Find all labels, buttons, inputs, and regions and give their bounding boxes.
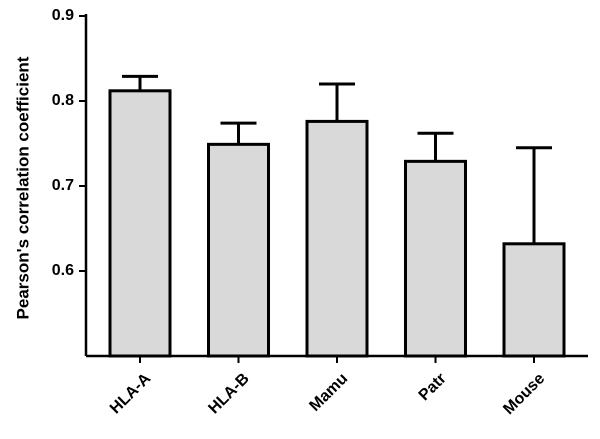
y-tick-label: 0.7 [52, 177, 74, 194]
y-tick-label: 0.6 [52, 262, 74, 279]
bar [207, 142, 270, 358]
bar [502, 242, 566, 358]
bar [305, 119, 369, 358]
bars-layer [108, 89, 566, 358]
y-axis-title-group: Pearson's correlation coefficient [13, 56, 32, 319]
bar [108, 89, 172, 358]
x-tick-label: Patr [416, 370, 450, 404]
error-bars-layer [122, 74, 552, 244]
bar [404, 159, 467, 358]
x-tick-label: HLA-A [107, 370, 155, 418]
y-tick-label: 0.8 [52, 92, 74, 109]
y-tick-label: 0.9 [52, 7, 74, 24]
x-tick-label: Mouse [500, 370, 548, 418]
x-tick-label: Mamu [306, 370, 351, 415]
x-tick-label: HLA-B [205, 370, 252, 417]
axes-layer [79, 14, 588, 363]
y-axis-title: Pearson's correlation coefficient [13, 56, 32, 319]
